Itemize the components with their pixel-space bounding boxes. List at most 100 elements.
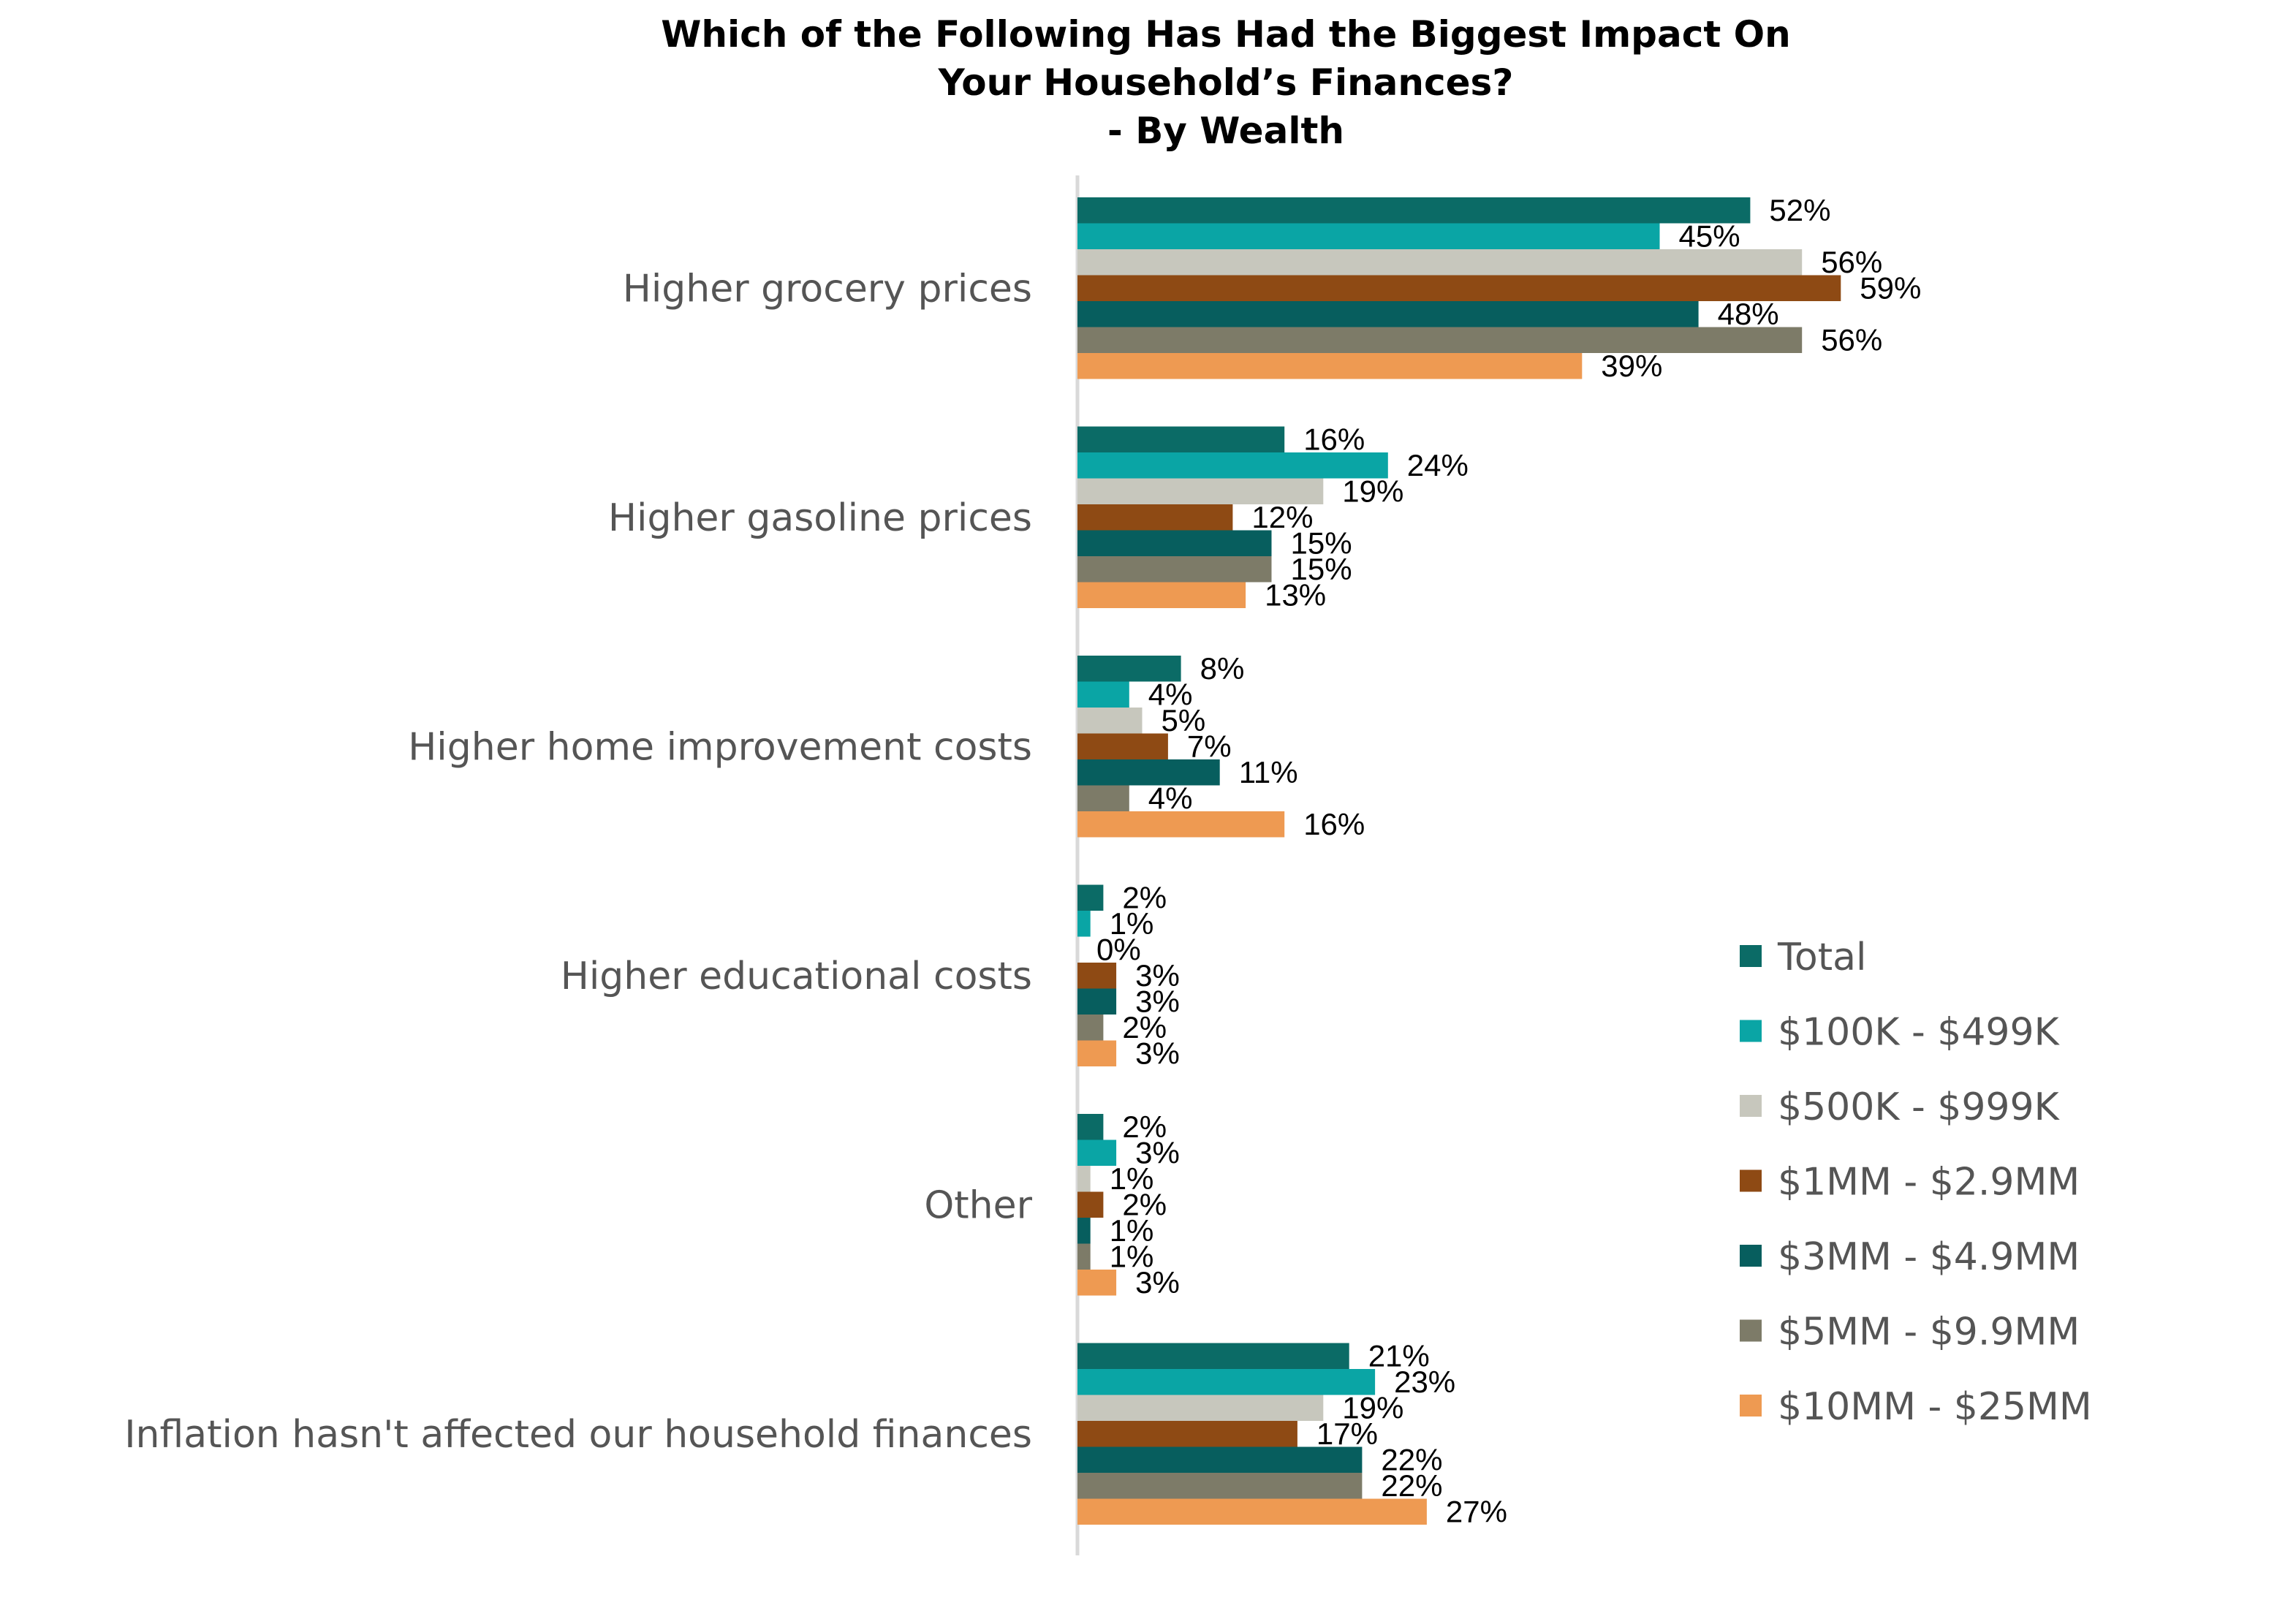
legend-label-series-4: $1MM - $2.9MM [1778,1161,2080,1205]
value-label-higher-educational-costs-series-4: 3% [1135,958,1180,993]
category-label-inflation-hasn-t-affected-our-household-finances: Inflation hasn't affected our household … [124,1413,1032,1457]
value-label-inflation-hasn-t-affected-our-household-finances-series-1: 21% [1368,1338,1430,1373]
bar-inflation-hasn-t-affected-our-household-finances-series-7 [1077,1498,1427,1525]
value-label-other-series-7: 3% [1135,1265,1180,1300]
value-label-higher-educational-costs-series-5: 3% [1135,984,1180,1018]
bar-inflation-hasn-t-affected-our-household-finances-series-4 [1077,1421,1297,1447]
bar-higher-home-improvement-costs-series-3 [1077,708,1143,734]
value-label-higher-educational-costs-series-3: 0% [1096,932,1141,966]
legend-swatch-series-3 [1740,1095,1762,1117]
bar-higher-educational-costs-series-2 [1077,911,1091,937]
legend: Total $100K - $499K $500K - $999K $1MM - $2… [1740,936,2092,1429]
chart-title-line-2: Your Household’s Finances? [938,61,1514,104]
value-label-other-series-3: 1% [1110,1161,1154,1196]
bar-higher-gasoline-prices-series-4 [1077,504,1233,531]
bar-other-series-2 [1077,1139,1117,1166]
chart-title-line-1: Which of the Following Has Had the Bigge… [661,13,1791,56]
category-label-other: Other [924,1183,1032,1227]
bar-higher-home-improvement-costs-series-5 [1077,759,1220,786]
category-label-higher-grocery-prices: Higher grocery prices [623,267,1032,311]
value-label-inflation-hasn-t-affected-our-household-finances-series-5: 22% [1381,1442,1442,1476]
bar-higher-educational-costs-series-6 [1077,1015,1104,1041]
value-label-higher-gasoline-prices-series-2: 24% [1407,448,1469,482]
bar-other-series-4 [1077,1191,1104,1218]
bar-higher-grocery-prices-series-4 [1077,275,1841,301]
value-label-higher-home-improvement-costs-series-6: 4% [1148,781,1193,815]
legend-swatch-series-1 [1740,945,1762,967]
value-label-higher-gasoline-prices-series-7: 13% [1265,577,1326,612]
legend-label-series-3: $500K - $999K [1778,1085,2061,1129]
value-label-other-series-5: 1% [1110,1213,1154,1248]
chart-title-line-3: - By Wealth [1107,110,1344,152]
value-label-higher-grocery-prices-series-5: 48% [1718,297,1779,331]
chart-title: Which of the Following Has Had the Bigge… [661,13,1791,152]
value-label-other-series-1: 2% [1122,1110,1167,1144]
value-label-higher-educational-costs-series-1: 2% [1122,880,1167,914]
value-label-inflation-hasn-t-affected-our-household-finances-series-7: 27% [1446,1494,1507,1528]
bar-higher-educational-costs-series-4 [1077,963,1117,989]
bar-higher-grocery-prices-series-7 [1077,353,1583,379]
value-label-inflation-hasn-t-affected-our-household-finances-series-4: 17% [1316,1417,1378,1451]
category-labels: Higher grocery prices Higher gasoline pri… [124,267,1032,1457]
bar-other-series-1 [1077,1114,1104,1140]
category-label-higher-educational-costs: Higher educational costs [561,955,1032,998]
bar-higher-grocery-prices-series-5 [1077,301,1699,327]
value-label-higher-educational-costs-series-6: 2% [1122,1010,1167,1044]
bar-higher-gasoline-prices-series-3 [1077,478,1324,504]
bar-higher-home-improvement-costs-series-2 [1077,681,1129,708]
value-label-higher-grocery-prices-series-7: 39% [1601,349,1662,383]
value-label-higher-home-improvement-costs-series-7: 16% [1303,807,1365,841]
bar-higher-gasoline-prices-series-7 [1077,582,1246,608]
bar-higher-grocery-prices-series-2 [1077,223,1660,249]
legend-label-series-5: $3MM - $4.9MM [1778,1235,2080,1279]
value-label-higher-educational-costs-series-2: 1% [1110,906,1154,941]
bar-higher-gasoline-prices-series-1 [1077,426,1285,452]
bar-higher-home-improvement-costs-series-7 [1077,811,1285,838]
bar-inflation-hasn-t-affected-our-household-finances-series-3 [1077,1395,1324,1421]
legend-swatch-series-7 [1740,1395,1762,1417]
value-label-higher-home-improvement-costs-series-2: 4% [1148,677,1193,711]
legend-swatch-series-6 [1740,1319,1762,1342]
value-label-higher-educational-costs-series-7: 3% [1135,1036,1180,1070]
legend-swatch-series-2 [1740,1020,1762,1042]
value-label-inflation-hasn-t-affected-our-household-finances-series-6: 22% [1381,1468,1442,1503]
value-label-higher-gasoline-prices-series-4: 12% [1251,500,1313,534]
legend-swatch-series-4 [1740,1169,1762,1192]
bar-other-series-7 [1077,1270,1117,1296]
bar-inflation-hasn-t-affected-our-household-finances-series-5 [1077,1446,1363,1473]
bar-other-series-6 [1077,1243,1091,1270]
bar-other-series-3 [1077,1166,1091,1192]
value-label-higher-grocery-prices-series-6: 56% [1821,322,1882,357]
value-label-higher-home-improvement-costs-series-5: 11% [1239,755,1298,789]
category-label-higher-gasoline-prices: Higher gasoline prices [608,496,1032,540]
bar-higher-educational-costs-series-7 [1077,1040,1117,1066]
bar-higher-home-improvement-costs-series-4 [1077,733,1168,759]
value-label-higher-home-improvement-costs-series-1: 8% [1200,651,1245,686]
value-label-higher-home-improvement-costs-series-4: 7% [1187,729,1232,763]
value-label-higher-grocery-prices-series-4: 59% [1860,270,1921,305]
bar-higher-home-improvement-costs-series-6 [1077,785,1129,811]
value-labels: 52%45%56%59%48%56%39%16%24%19%12%15%15%1… [1096,193,1921,1529]
value-label-higher-grocery-prices-series-2: 45% [1679,219,1740,253]
bar-higher-gasoline-prices-series-6 [1077,556,1272,583]
bar-higher-educational-costs-series-5 [1077,988,1117,1015]
bar-other-series-5 [1077,1218,1091,1244]
bar-higher-home-improvement-costs-series-1 [1077,656,1181,682]
bar-inflation-hasn-t-affected-our-household-finances-series-2 [1077,1369,1376,1395]
value-label-inflation-hasn-t-affected-our-household-finances-series-3: 19% [1342,1390,1403,1425]
bar-inflation-hasn-t-affected-our-household-finances-series-1 [1077,1343,1349,1369]
legend-label-series-2: $100K - $499K [1778,1011,2061,1055]
bar-inflation-hasn-t-affected-our-household-finances-series-6 [1077,1473,1363,1499]
legend-label-series-6: $5MM - $9.9MM [1778,1311,2080,1354]
legend-swatch-series-5 [1740,1245,1762,1267]
value-label-other-series-6: 1% [1110,1239,1154,1273]
bar-higher-gasoline-prices-series-2 [1077,452,1388,479]
category-label-higher-home-improvement-costs: Higher home improvement costs [408,725,1032,769]
value-label-inflation-hasn-t-affected-our-household-finances-series-2: 23% [1394,1365,1455,1399]
value-label-other-series-2: 3% [1135,1135,1180,1169]
value-label-higher-home-improvement-costs-series-3: 5% [1162,703,1206,737]
bar-higher-gasoline-prices-series-5 [1077,530,1272,556]
value-label-higher-gasoline-prices-series-5: 15% [1291,526,1352,560]
bar-higher-grocery-prices-series-1 [1077,197,1751,224]
